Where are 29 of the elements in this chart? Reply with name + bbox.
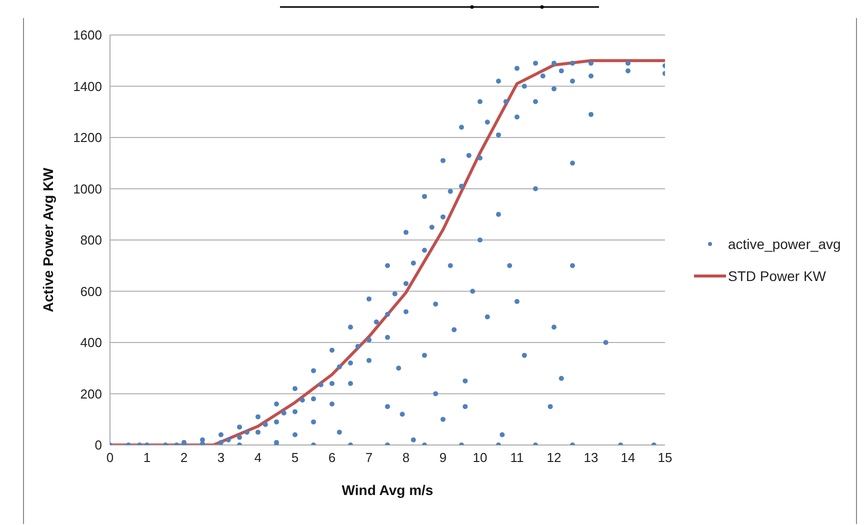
y-tick-label: 200 [80,386,102,402]
x-tick-label: 0 [106,450,114,466]
x-tick-label: 3 [217,450,225,466]
x-tick-label: 14 [620,450,636,466]
x-tick-label: 4 [254,450,262,466]
x-axis-title: Wind Avg m/s [342,482,434,498]
legend-label: STD Power KW [728,268,826,284]
x-tick-label: 10 [472,450,488,466]
x-tick-label: 13 [584,450,598,466]
x-tick-label: 5 [291,450,299,466]
x-tick-label: 15 [658,450,672,466]
y-axis-title: Active Power Avg KW [40,166,56,312]
x-tick-label: 12 [546,450,562,466]
y-tick-label: 1200 [73,130,102,146]
y-tick-label: 1600 [73,28,102,43]
y-tick-label: 0 [94,438,102,453]
x-tick-label: 8 [402,450,410,466]
x-tick-label: 2 [180,450,188,466]
legend-label: active_power_avg [728,236,841,252]
y-tick-label: 1000 [73,181,102,196]
x-tick-label: 1 [143,450,151,466]
x-tick-label: 11 [510,450,524,466]
y-tick-label: 600 [80,284,102,299]
x-tick-label: 7 [365,450,373,466]
y-tick-label: 1400 [73,78,102,94]
y-tick-label: 800 [80,232,102,248]
y-tick-label: 400 [80,335,102,350]
x-tick-label: 6 [328,450,336,466]
x-tick-label: 9 [439,450,447,466]
